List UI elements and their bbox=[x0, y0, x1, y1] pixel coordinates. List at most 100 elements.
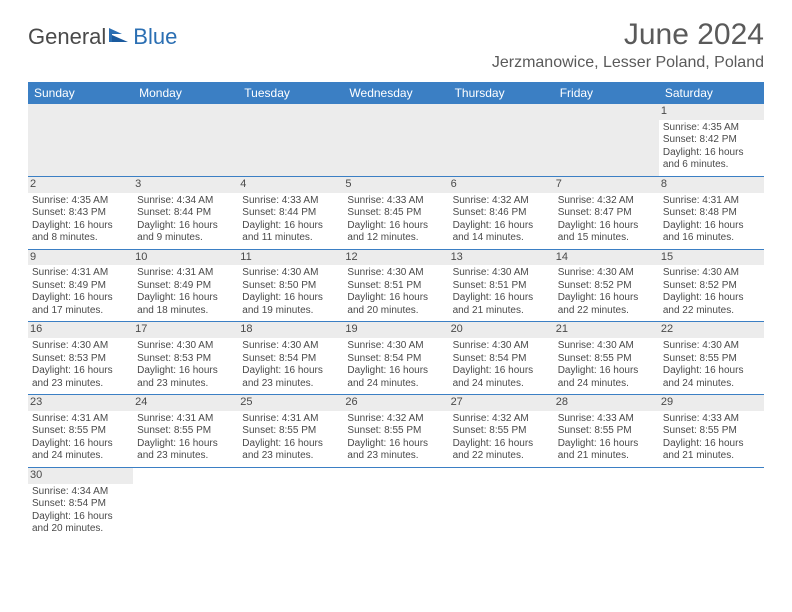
daylight-line: Daylight: 16 hours and 16 minutes. bbox=[663, 220, 760, 245]
sunset-line: Sunset: 8:53 PM bbox=[137, 353, 234, 366]
daylight-line: Daylight: 16 hours and 22 minutes. bbox=[453, 438, 550, 463]
daylight-line: Daylight: 16 hours and 24 minutes. bbox=[32, 438, 129, 463]
day-number: 26 bbox=[343, 395, 448, 411]
day-cell: 28Sunrise: 4:33 AMSunset: 8:55 PMDayligh… bbox=[554, 395, 659, 468]
daylight-line: Daylight: 16 hours and 24 minutes. bbox=[453, 365, 550, 390]
logo-text-2: Blue bbox=[133, 24, 177, 50]
day-number: 22 bbox=[659, 322, 764, 338]
sunset-line: Sunset: 8:54 PM bbox=[32, 498, 129, 511]
day-number: 25 bbox=[238, 395, 343, 411]
daylight-line: Daylight: 16 hours and 18 minutes. bbox=[137, 292, 234, 317]
sunset-line: Sunset: 8:55 PM bbox=[453, 425, 550, 438]
logo: General Blue bbox=[28, 24, 177, 50]
day-cell: 29Sunrise: 4:33 AMSunset: 8:55 PMDayligh… bbox=[659, 395, 764, 468]
blank-cell bbox=[449, 104, 554, 176]
calendar-row: 16Sunrise: 4:30 AMSunset: 8:53 PMDayligh… bbox=[28, 322, 764, 395]
day-number: 6 bbox=[449, 177, 554, 193]
day-cell: 7 Sunrise: 4:32 AMSunset: 8:47 PMDaylight… bbox=[554, 176, 659, 249]
day-cell: 30Sunrise: 4:34 AMSunset: 8:54 PMDayligh… bbox=[28, 467, 133, 539]
blank-cell bbox=[554, 104, 659, 176]
day-cell: 3Sunrise: 4:34 AMSunset: 8:44 PMDaylight… bbox=[133, 176, 238, 249]
title-block: June 2024 Jerzmanowice, Lesser Poland, P… bbox=[492, 18, 764, 78]
daylight-line: Daylight: 16 hours and 24 minutes. bbox=[663, 365, 760, 390]
blank-cell bbox=[133, 467, 238, 539]
sunrise-line: Sunrise: 4:32 AM bbox=[558, 195, 655, 208]
day-cell: 10Sunrise: 4:31 AMSunset: 8:49 PMDayligh… bbox=[133, 249, 238, 322]
day-number: 3 bbox=[133, 177, 238, 193]
daylight-line: Daylight: 16 hours and 23 minutes. bbox=[242, 438, 339, 463]
sunset-line: Sunset: 8:52 PM bbox=[663, 280, 760, 293]
day-cell: 5Sunrise: 4:33 AMSunset: 8:45 PMDaylight… bbox=[343, 176, 448, 249]
header: General Blue June 2024 Jerzmanowice, Les… bbox=[28, 18, 764, 78]
sunrise-line: Sunrise: 4:31 AM bbox=[32, 267, 129, 280]
sunrise-line: Sunrise: 4:32 AM bbox=[453, 413, 550, 426]
sunrise-line: Sunrise: 4:30 AM bbox=[242, 340, 339, 353]
blank-cell bbox=[28, 104, 133, 176]
day-number: 7 bbox=[554, 177, 659, 193]
day-number: 21 bbox=[554, 322, 659, 338]
sunset-line: Sunset: 8:54 PM bbox=[347, 353, 444, 366]
calendar-row: 9Sunrise: 4:31 AMSunset: 8:49 PMDaylight… bbox=[28, 249, 764, 322]
day-number: 12 bbox=[343, 250, 448, 266]
month-title: June 2024 bbox=[492, 18, 764, 52]
day-cell: 20Sunrise: 4:30 AMSunset: 8:54 PMDayligh… bbox=[449, 322, 554, 395]
daylight-line: Daylight: 16 hours and 23 minutes. bbox=[347, 438, 444, 463]
day-number: 14 bbox=[554, 250, 659, 266]
calendar-row: 23Sunrise: 4:31 AMSunset: 8:55 PMDayligh… bbox=[28, 395, 764, 468]
sunrise-line: Sunrise: 4:33 AM bbox=[663, 413, 760, 426]
sunset-line: Sunset: 8:55 PM bbox=[663, 353, 760, 366]
day-number: 4 bbox=[238, 177, 343, 193]
weekday-header-row: Sunday Monday Tuesday Wednesday Thursday… bbox=[28, 82, 764, 104]
day-cell: 21Sunrise: 4:30 AMSunset: 8:55 PMDayligh… bbox=[554, 322, 659, 395]
day-number: 11 bbox=[238, 250, 343, 266]
day-number: 5 bbox=[343, 177, 448, 193]
daylight-line: Daylight: 16 hours and 22 minutes. bbox=[663, 292, 760, 317]
calendar-row: 1Sunrise: 4:35 AMSunset: 8:42 PMDaylight… bbox=[28, 104, 764, 176]
sunrise-line: Sunrise: 4:31 AM bbox=[137, 267, 234, 280]
sunset-line: Sunset: 8:49 PM bbox=[137, 280, 234, 293]
location: Jerzmanowice, Lesser Poland, Poland bbox=[492, 54, 764, 72]
sunset-line: Sunset: 8:49 PM bbox=[32, 280, 129, 293]
day-cell: 8Sunrise: 4:31 AMSunset: 8:48 PMDaylight… bbox=[659, 176, 764, 249]
sunrise-line: Sunrise: 4:31 AM bbox=[137, 413, 234, 426]
blank-cell bbox=[238, 104, 343, 176]
blank-cell bbox=[133, 104, 238, 176]
sunset-line: Sunset: 8:46 PM bbox=[453, 207, 550, 220]
blank-cell bbox=[343, 467, 448, 539]
day-number: 15 bbox=[659, 250, 764, 266]
daylight-line: Daylight: 16 hours and 23 minutes. bbox=[137, 365, 234, 390]
day-cell: 6Sunrise: 4:32 AMSunset: 8:46 PMDaylight… bbox=[449, 176, 554, 249]
sunrise-line: Sunrise: 4:33 AM bbox=[242, 195, 339, 208]
flag-icon bbox=[108, 24, 132, 50]
logo-text-1: General bbox=[28, 24, 106, 50]
sunset-line: Sunset: 8:53 PM bbox=[32, 353, 129, 366]
blank-cell bbox=[449, 467, 554, 539]
daylight-line: Daylight: 16 hours and 23 minutes. bbox=[32, 365, 129, 390]
col-wed: Wednesday bbox=[343, 82, 448, 104]
calendar-row: 2Sunrise: 4:35 AMSunset: 8:43 PMDaylight… bbox=[28, 176, 764, 249]
daylight-line: Daylight: 16 hours and 23 minutes. bbox=[137, 438, 234, 463]
day-number: 2 bbox=[28, 177, 133, 193]
daylight-line: Daylight: 16 hours and 9 minutes. bbox=[137, 220, 234, 245]
day-number: 8 bbox=[659, 177, 764, 193]
sunrise-line: Sunrise: 4:30 AM bbox=[347, 340, 444, 353]
day-number: 17 bbox=[133, 322, 238, 338]
col-sat: Saturday bbox=[659, 82, 764, 104]
sunset-line: Sunset: 8:50 PM bbox=[242, 280, 339, 293]
day-cell: 25Sunrise: 4:31 AMSunset: 8:55 PMDayligh… bbox=[238, 395, 343, 468]
sunrise-line: Sunrise: 4:30 AM bbox=[137, 340, 234, 353]
sunrise-line: Sunrise: 4:30 AM bbox=[663, 267, 760, 280]
blank-cell bbox=[659, 467, 764, 539]
sunset-line: Sunset: 8:47 PM bbox=[558, 207, 655, 220]
day-number: 13 bbox=[449, 250, 554, 266]
daylight-line: Daylight: 16 hours and 14 minutes. bbox=[453, 220, 550, 245]
sunset-line: Sunset: 8:55 PM bbox=[347, 425, 444, 438]
sunrise-line: Sunrise: 4:35 AM bbox=[32, 195, 129, 208]
day-cell: 26Sunrise: 4:32 AMSunset: 8:55 PMDayligh… bbox=[343, 395, 448, 468]
daylight-line: Daylight: 16 hours and 15 minutes. bbox=[558, 220, 655, 245]
daylight-line: Daylight: 16 hours and 17 minutes. bbox=[32, 292, 129, 317]
day-number: 19 bbox=[343, 322, 448, 338]
day-cell: 14Sunrise: 4:30 AMSunset: 8:52 PMDayligh… bbox=[554, 249, 659, 322]
day-cell: 2Sunrise: 4:35 AMSunset: 8:43 PMDaylight… bbox=[28, 176, 133, 249]
sunrise-line: Sunrise: 4:30 AM bbox=[453, 340, 550, 353]
